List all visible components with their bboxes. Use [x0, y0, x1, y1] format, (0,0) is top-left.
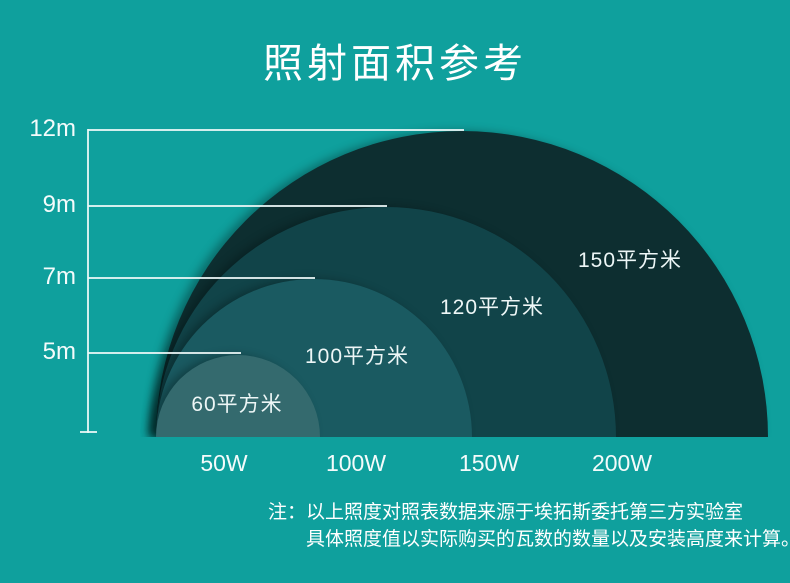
gridline-5m [88, 352, 241, 354]
irradiation-chart: 150平方米 120平方米 100平方米 60平方米 12m 9m 7m 5m [29, 115, 768, 437]
y-tick-label-9m: 9m [42, 191, 76, 218]
x-label-50w: 50W [200, 450, 248, 476]
gridline-12m [88, 129, 464, 131]
x-label-100w: 100W [325, 450, 387, 476]
x-label-150w: 150W [458, 450, 520, 476]
y-tick-label-5m: 5m [42, 338, 76, 365]
area-label-150sqm: 150平方米 [577, 249, 683, 272]
gridline-7m [88, 277, 315, 279]
area-label-100sqm: 100平方米 [304, 345, 410, 368]
page-title: 照射面积参考 [263, 42, 527, 86]
footnote-line-2: 具体照度值以实际购买的瓦数的数量以及安装高度来计算。 [306, 529, 790, 550]
footnote-prefix: 注： [268, 502, 307, 523]
gridline-9m [88, 205, 387, 207]
footnote: 注： 以上照度对照表数据来源于埃拓斯委托第三方实验室 具体照度值以实际购买的瓦数… [268, 499, 790, 553]
footnote-line-1: 以上照度对照表数据来源于埃拓斯委托第三方实验室 [306, 502, 744, 523]
y-axis-line [87, 129, 89, 433]
area-label-60sqm: 60平方米 [191, 393, 283, 416]
area-label-120sqm: 120平方米 [439, 296, 545, 319]
x-label-200w: 200W [591, 450, 653, 476]
y-tick-label-12m: 12m [29, 115, 76, 142]
footnote-body: 以上照度对照表数据来源于埃拓斯委托第三方实验室 具体照度值以实际购买的瓦数的数量… [306, 499, 790, 553]
y-axis-end-tick [80, 431, 97, 433]
y-tick-label-7m: 7m [42, 263, 76, 290]
